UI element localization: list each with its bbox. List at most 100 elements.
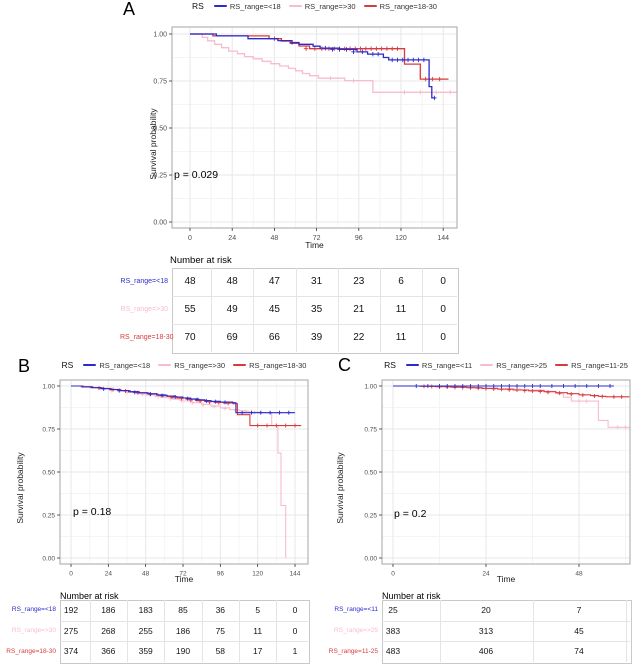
legend-item-label: RS_range=<11: [421, 360, 473, 370]
risk-row-label: RS_range=18-30: [120, 333, 174, 341]
x-tick-label: 48: [142, 571, 150, 578]
y-tick-label: 0.50: [42, 469, 55, 476]
risk-count: 0: [440, 303, 446, 315]
x-tick-label: 48: [270, 235, 278, 242]
risk-table: Number at risk RS_range=<18 48 48 47 31 23 6 0 R…: [120, 252, 465, 360]
risk-count: 275: [63, 625, 79, 636]
x-tick-label: 144: [290, 571, 301, 578]
x-tick-label: 120: [252, 571, 263, 578]
risk-count: 69: [226, 331, 238, 343]
panel-b-label: B: [18, 356, 31, 376]
risk-table-title: Number at risk: [60, 591, 119, 601]
x-axis-title: Time: [496, 574, 516, 584]
x-tick-label: 72: [179, 571, 187, 578]
y-axis-title: Survival probability: [335, 452, 345, 524]
risk-table-frame: [60, 600, 310, 664]
legend-key-line: [158, 364, 172, 366]
risk-table-gridline: [295, 268, 297, 352]
y-axis-title: Survival probability: [148, 108, 158, 180]
risk-row-label: RS_range=<18: [11, 606, 56, 614]
y-tick-label: 0.25: [364, 512, 377, 519]
x-tick-label: 96: [217, 571, 225, 578]
y-tick-label: 0.00: [42, 555, 55, 562]
risk-count: 45: [574, 625, 584, 636]
y-tick-label: 0.00: [153, 219, 167, 226]
risk-count: 0: [440, 275, 446, 287]
risk-count: 268: [101, 625, 116, 636]
risk-table-gridline: [60, 641, 308, 643]
risk-count: 31: [311, 275, 323, 287]
risk-count: 55: [184, 303, 196, 315]
risk-row-label: RS_range=>25: [333, 627, 378, 634]
y-tick-label: 0.50: [364, 469, 377, 476]
risk-table-gridline: [164, 600, 166, 662]
risk-count: 7: [576, 605, 582, 616]
x-tick-label: 120: [395, 235, 407, 242]
x-tick-label: 24: [105, 571, 113, 578]
survival-plot: 1.00 0.75 0.50 0.25 0.00 0 24 48 72 96 120 144: [153, 26, 458, 242]
risk-count: 49: [226, 303, 238, 315]
risk-count: 74: [574, 646, 584, 657]
p-value: p = 0.2: [394, 508, 427, 520]
legend-key-line: [83, 364, 97, 366]
legend-key-line: [555, 364, 569, 366]
risk-count: 11: [395, 303, 407, 315]
risk-count: 406: [478, 646, 494, 657]
panel-a: A RS RS_range=<18 RS_range=>30 RS_range=18-…: [120, 0, 465, 360]
risk-count: 17: [252, 646, 263, 657]
risk-count: 25: [388, 605, 398, 616]
risk-count: 22: [353, 331, 365, 343]
y-tick-label: 0.75: [42, 426, 55, 433]
risk-count: 186: [101, 605, 116, 616]
legend: RS RS_range=<11 RS_range=>25 RS_range=11-25: [382, 360, 630, 370]
legend-item: RS_range=<18: [83, 361, 150, 370]
risk-count: 6: [398, 275, 404, 287]
risk-row-label: RS_range=11-25: [328, 647, 378, 655]
legend-item: RS_range=<18: [213, 2, 281, 11]
risk-table-gridline: [382, 620, 630, 622]
risk-count: 366: [101, 646, 116, 657]
y-tick-label: 0.00: [364, 555, 377, 562]
legend-key-line: [405, 364, 419, 366]
panel-c: C RS RS_range=<11 RS_range=>25 RS_range=11-…: [320, 356, 640, 667]
risk-count: 1: [292, 646, 298, 657]
risk-table-gridline: [60, 620, 308, 622]
risk-table-gridline: [201, 600, 203, 662]
y-tick-label: 1.00: [364, 383, 377, 390]
legend-title: RS: [192, 1, 204, 11]
risk-count: 75: [215, 625, 226, 636]
risk-row-label: RS_range=>30: [120, 305, 168, 313]
risk-count: 48: [184, 275, 196, 287]
risk-count: 47: [268, 275, 280, 287]
risk-table-gridline: [379, 268, 381, 352]
risk-count: 39: [311, 331, 323, 343]
y-tick-label: 0.75: [364, 426, 377, 433]
risk-count: 45: [268, 303, 280, 315]
risk-table-gridline: [172, 324, 457, 325]
risk-row-label: RS_range=18-30: [6, 647, 56, 655]
legend-item-label: RS_range=18-30: [249, 360, 307, 370]
risk-count: 383: [385, 625, 401, 636]
legend-item-label: RS_range=>25: [496, 360, 548, 370]
risk-count: 483: [385, 646, 401, 657]
legend-title: RS: [384, 360, 396, 370]
legend-item: RS_range=18-30: [363, 2, 437, 11]
legend-item-label: RS_range=11-25: [571, 360, 628, 370]
risk-count: 374: [63, 646, 79, 657]
y-tick-label: 0.75: [153, 78, 167, 85]
legend-key-line: [213, 5, 227, 7]
x-tick-label: 24: [228, 235, 236, 242]
x-tick-label: 0: [69, 571, 73, 578]
risk-count: 48: [226, 275, 238, 287]
legend-title: RS: [61, 360, 74, 370]
legend-item-label: RS_range=>30: [304, 1, 356, 11]
legend-item: RS_range=<11: [405, 360, 473, 370]
y-tick-label: 1.00: [42, 383, 55, 390]
legend-item-label: RS_range=>30: [174, 360, 226, 370]
legend-key-line: [363, 5, 377, 7]
risk-count: 190: [175, 646, 191, 657]
legend: RS RS_range=<18 RS_range=>30 RS_range=18-30: [172, 1, 457, 11]
risk-table-gridline: [625, 600, 627, 662]
x-tick-label: 0: [391, 571, 395, 578]
legend-item-label: RS_range=<18: [99, 360, 151, 370]
